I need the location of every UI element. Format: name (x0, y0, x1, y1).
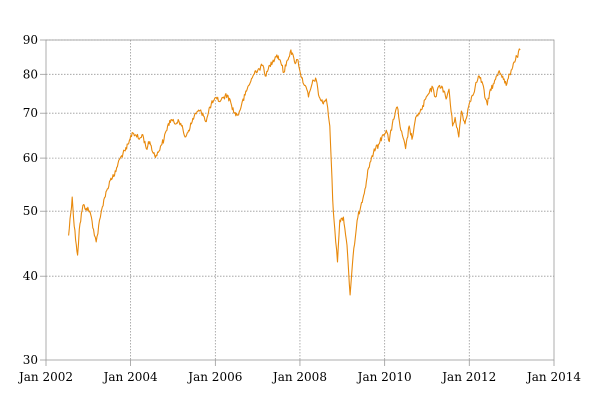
x-tick-label: Jan 2008 (271, 370, 327, 384)
plot-frame (45, 39, 555, 361)
x-tick-label: Jan 2012 (440, 370, 496, 384)
y-tick-label: 40 (23, 269, 38, 283)
series-line (68, 48, 521, 296)
chart-axes (40, 39, 555, 366)
y-tick-label: 80 (23, 67, 38, 81)
x-tick-label: Jan 2006 (186, 370, 242, 384)
x-tick-labels: Jan 2002 Jan 2004 Jan 2006 Jan 2008 Jan 2010… (17, 370, 581, 384)
y-tick-label: 70 (23, 106, 38, 120)
x-tick-label: Jan 2014 (525, 370, 581, 384)
y-tick-label: 50 (23, 204, 38, 218)
x-tick-label: Jan 2010 (356, 370, 412, 384)
x-tick-label: Jan 2004 (102, 370, 158, 384)
y-tick-labels: 30 40 50 60 70 80 90 (23, 33, 38, 367)
y-tick-label: 90 (23, 33, 38, 47)
x-tick-label: Jan 2002 (17, 370, 73, 384)
y-tick-label: 60 (23, 151, 38, 165)
series-layer (68, 48, 521, 296)
chart-grid (46, 39, 554, 360)
y-tick-label: 30 (23, 353, 38, 367)
